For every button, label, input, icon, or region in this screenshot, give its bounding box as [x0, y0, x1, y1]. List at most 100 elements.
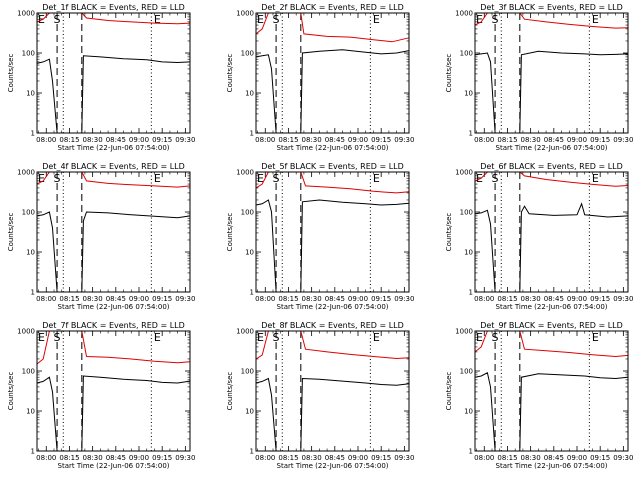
- x-tick-label: 09:00: [567, 454, 587, 462]
- series-events-line: [36, 55, 191, 134]
- x-tick-label: 08:30: [83, 454, 103, 462]
- x-tick-label: 08:00: [474, 136, 494, 144]
- x-tick-label: 08:15: [59, 136, 79, 144]
- x-tick-label: 09:30: [175, 454, 195, 462]
- x-tick-label: 09:00: [129, 295, 149, 303]
- x-tick-label: 08:30: [302, 295, 322, 303]
- event-marker-s: S: [491, 331, 498, 344]
- y-axis-label: Counts/sec: [226, 54, 234, 93]
- y-tick-label: 10: [26, 249, 35, 257]
- y-tick-label: 1000: [455, 169, 473, 177]
- x-tick-label: 09:15: [371, 136, 391, 144]
- y-tick-label: 10: [464, 249, 473, 257]
- event-marker-e: E: [154, 331, 161, 344]
- y-tick-label: 1: [469, 289, 473, 297]
- x-tick-label: 08:30: [521, 295, 541, 303]
- plot-frame: [255, 12, 410, 134]
- series-events-line: [474, 50, 629, 134]
- panel-title: Det_8f BLACK = Events, RED = LLD: [261, 321, 404, 330]
- series-lld-line: [36, 330, 191, 365]
- x-tick-label: 08:30: [83, 295, 103, 303]
- y-tick-label: 1: [250, 289, 254, 297]
- y-tick-label: 1: [469, 448, 473, 456]
- y-tick-label: 100: [241, 50, 254, 58]
- event-marker-e: E: [373, 331, 380, 344]
- panel-8: Det_8f BLACK = Events, RED = LLD Counts/s…: [226, 321, 414, 470]
- event-marker-e: E: [592, 13, 599, 26]
- y-tick-label: 10: [26, 408, 35, 416]
- panel-5: Det_5f BLACK = Events, RED = LLD Counts/s…: [226, 162, 414, 311]
- series-lld-line: [36, 12, 191, 25]
- x-tick-label: 09:00: [129, 454, 149, 462]
- y-tick-label: 10: [464, 90, 473, 98]
- panel-title: Det_1f BLACK = Events, RED = LLD: [42, 3, 185, 12]
- series-events-line: [255, 199, 410, 293]
- x-tick-label: 08:30: [83, 136, 103, 144]
- x-tick-label: 09:15: [152, 136, 172, 144]
- x-tick-label: 09:15: [152, 295, 172, 303]
- panel-title: Det_5f BLACK = Events, RED = LLD: [261, 162, 404, 171]
- x-tick-label: 08:30: [521, 136, 541, 144]
- series-lld-line: [255, 171, 410, 194]
- x-tick-label: 08:00: [255, 454, 275, 462]
- plot-frame: [36, 12, 191, 134]
- x-tick-label: 09:00: [348, 454, 368, 462]
- series-events-line: [474, 202, 629, 293]
- y-tick-label: 10: [245, 90, 254, 98]
- x-tick-label: 09:30: [613, 454, 633, 462]
- event-marker-s: S: [491, 13, 498, 26]
- y-tick-label: 100: [460, 209, 473, 217]
- panel-9: Det_9f BLACK = Events, RED = LLD Counts/s…: [445, 321, 633, 470]
- x-tick-label: 08:15: [497, 136, 517, 144]
- event-marker-e: E: [476, 331, 483, 344]
- x-tick-label: 08:00: [255, 136, 275, 144]
- x-tick-label: 09:30: [394, 136, 414, 144]
- y-tick-label: 1000: [236, 169, 254, 177]
- panel-3: Det_3f BLACK = Events, RED = LLD Counts/s…: [445, 3, 633, 152]
- event-marker-s: S: [491, 172, 498, 185]
- panel-2: Det_2f BLACK = Events, RED = LLD Counts/s…: [226, 3, 414, 152]
- series-events-line: [255, 377, 410, 452]
- x-tick-label: 09:15: [371, 295, 391, 303]
- x-axis-label: Start Time (22-Jun-06 07:54:00): [277, 303, 389, 311]
- y-axis-label: Counts/sec: [7, 213, 15, 252]
- x-tick-label: 08:00: [36, 295, 56, 303]
- x-tick-label: 09:30: [394, 295, 414, 303]
- panel-6: Det_6f BLACK = Events, RED = LLD Counts/s…: [445, 162, 633, 311]
- event-marker-e: E: [154, 172, 161, 185]
- x-tick-label: 08:15: [278, 136, 298, 144]
- x-axis-label: Start Time (22-Jun-06 07:54:00): [58, 303, 170, 311]
- series-lld-line: [474, 330, 629, 358]
- event-marker-s: S: [53, 13, 60, 26]
- x-tick-label: 08:15: [59, 295, 79, 303]
- x-tick-label: 08:00: [474, 454, 494, 462]
- y-axis-label: Counts/sec: [445, 213, 453, 252]
- plot-frame: [474, 330, 629, 452]
- series-lld-line: [474, 171, 629, 187]
- event-marker-s: S: [53, 331, 60, 344]
- y-tick-label: 100: [22, 50, 35, 58]
- x-tick-label: 08:45: [325, 454, 345, 462]
- event-marker-s: S: [53, 172, 60, 185]
- y-tick-label: 100: [241, 368, 254, 376]
- event-marker-e: E: [38, 172, 45, 185]
- y-axis-label: Counts/sec: [226, 372, 234, 411]
- panel-title: Det_2f BLACK = Events, RED = LLD: [261, 3, 404, 12]
- x-tick-label: 08:15: [497, 454, 517, 462]
- event-marker-e: E: [476, 13, 483, 26]
- plot-frame: [36, 330, 191, 452]
- y-tick-label: 1000: [455, 10, 473, 18]
- panel-title: Det_7f BLACK = Events, RED = LLD: [42, 321, 185, 330]
- x-tick-label: 09:30: [394, 454, 414, 462]
- y-axis-label: Counts/sec: [7, 54, 15, 93]
- y-tick-label: 100: [241, 209, 254, 217]
- x-tick-label: 08:30: [521, 454, 541, 462]
- plot-frame: [255, 171, 410, 293]
- x-axis-label: Start Time (22-Jun-06 07:54:00): [277, 144, 389, 152]
- event-marker-s: S: [272, 172, 279, 185]
- x-tick-label: 08:15: [59, 454, 79, 462]
- series-events-line: [36, 375, 191, 452]
- event-marker-s: S: [272, 13, 279, 26]
- y-tick-label: 100: [22, 209, 35, 217]
- event-marker-e: E: [154, 13, 161, 26]
